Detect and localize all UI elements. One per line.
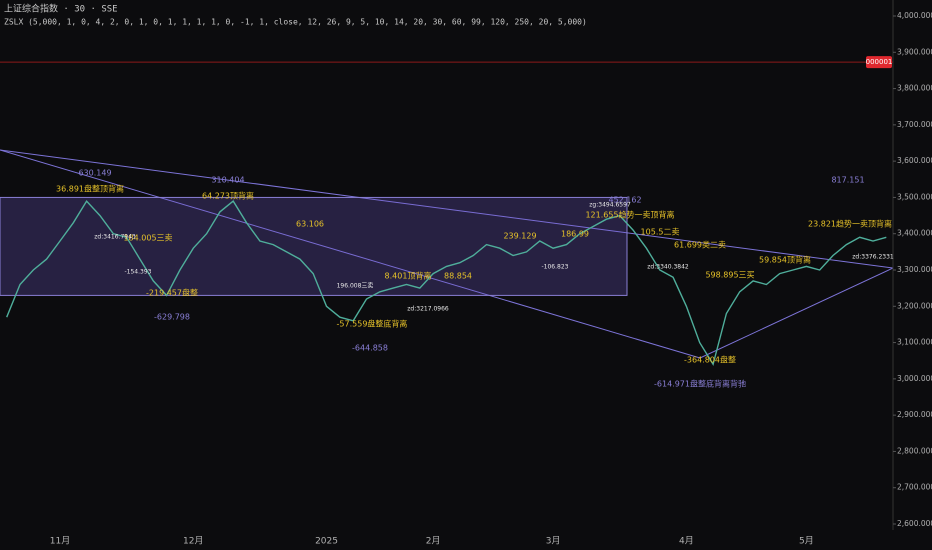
annotation: 61.699类二卖 bbox=[674, 240, 726, 250]
price-line bbox=[6, 199, 887, 367]
annotation: 88.854 bbox=[444, 272, 472, 281]
symbol-title: 上证综合指数 · 30 · SSE bbox=[4, 3, 118, 15]
y-tick-label: 3,500.0000 bbox=[897, 192, 932, 201]
annotation: zd:3376.2331 bbox=[852, 254, 894, 261]
annotation: 59.854顶背离 bbox=[759, 255, 811, 265]
annotation: 64.273顶背离 bbox=[202, 191, 254, 201]
annotation: 36.891盘整顶背离 bbox=[56, 184, 124, 194]
annotation: -154.393 bbox=[125, 269, 152, 276]
y-tick-label: 3,600.0000 bbox=[897, 156, 932, 165]
annotation: 239.129 bbox=[503, 232, 536, 241]
annotation: zd:3416.7943 bbox=[94, 234, 136, 241]
annotation: 63.106 bbox=[296, 220, 324, 229]
annotation: 184.005三卖 bbox=[123, 234, 172, 243]
annotation: 8.401顶背离 bbox=[385, 271, 432, 281]
annotation: zg:3494.6597 bbox=[589, 202, 631, 209]
annotation: 196.008三卖 bbox=[337, 283, 374, 290]
x-tick-label: 3月 bbox=[546, 536, 561, 547]
annotation: 121.655趋势一卖顶背离 bbox=[585, 210, 674, 220]
x-tick-label: 4月 bbox=[679, 536, 694, 547]
x-tick-label: 11月 bbox=[50, 536, 70, 547]
annotation: zd:3340.3842 bbox=[647, 264, 689, 271]
y-tick-label: 3,700.0000 bbox=[897, 120, 932, 129]
trend-line bbox=[0, 149, 701, 359]
annotation: 630.149 bbox=[78, 169, 111, 178]
y-tick-label: 2,900.0000 bbox=[897, 410, 932, 419]
y-tick-label: 3,200.0000 bbox=[897, 301, 932, 310]
annotation: -629.798 bbox=[154, 313, 190, 322]
y-tick-label: 3,800.0000 bbox=[897, 84, 932, 93]
price-zone bbox=[0, 196, 628, 296]
y-tick-label: 3,000.0000 bbox=[897, 374, 932, 383]
x-tick-label: 2月 bbox=[426, 536, 441, 547]
annotation: 452.162 bbox=[608, 196, 641, 205]
alert-badge bbox=[866, 56, 892, 69]
annotation: -644.858 bbox=[352, 344, 388, 353]
annotation: -57.559盘整底背离 bbox=[337, 319, 408, 329]
annotation: -219.457盘整 bbox=[146, 288, 198, 298]
annotation: zd:3217.0966 bbox=[407, 306, 449, 313]
annotation: -364.804盘整 bbox=[684, 355, 736, 365]
annotation: 310.404 bbox=[211, 176, 244, 185]
y-tick-label: 2,600.0000 bbox=[897, 519, 932, 528]
y-tick-label: 4,000.0000 bbox=[897, 11, 932, 20]
y-tick-label: 3,100.0000 bbox=[897, 338, 932, 347]
annotation: -106.823 bbox=[542, 264, 569, 271]
annotation: 598.895三买 bbox=[705, 271, 754, 280]
alert-label: 000001 bbox=[866, 58, 893, 66]
x-tick-label: 5月 bbox=[799, 536, 814, 547]
annotation: 23.821趋势一卖顶背离 bbox=[808, 219, 892, 229]
trend-line bbox=[0, 149, 894, 269]
x-tick-label: 2025 bbox=[315, 537, 338, 547]
trend-line bbox=[699, 267, 894, 359]
y-tick-label: 3,300.0000 bbox=[897, 265, 932, 274]
y-tick-label: 3,900.0000 bbox=[897, 47, 932, 56]
annotation: 186.99 bbox=[561, 230, 589, 239]
annotation: 105.5二卖 bbox=[641, 228, 680, 237]
annotation: 817.151 bbox=[831, 176, 864, 185]
y-tick-label: 3,400.0000 bbox=[897, 229, 932, 238]
annotation: -614.971盘整底背离背驰 bbox=[654, 379, 746, 389]
indicator-title: ZSLX (5,000, 1, 0, 4, 2, 0, 1, 0, 1, 1, … bbox=[4, 18, 587, 27]
y-tick-label: 2,800.0000 bbox=[897, 446, 932, 455]
y-tick-label: 2,700.0000 bbox=[897, 483, 932, 492]
x-tick-label: 12月 bbox=[183, 536, 203, 547]
